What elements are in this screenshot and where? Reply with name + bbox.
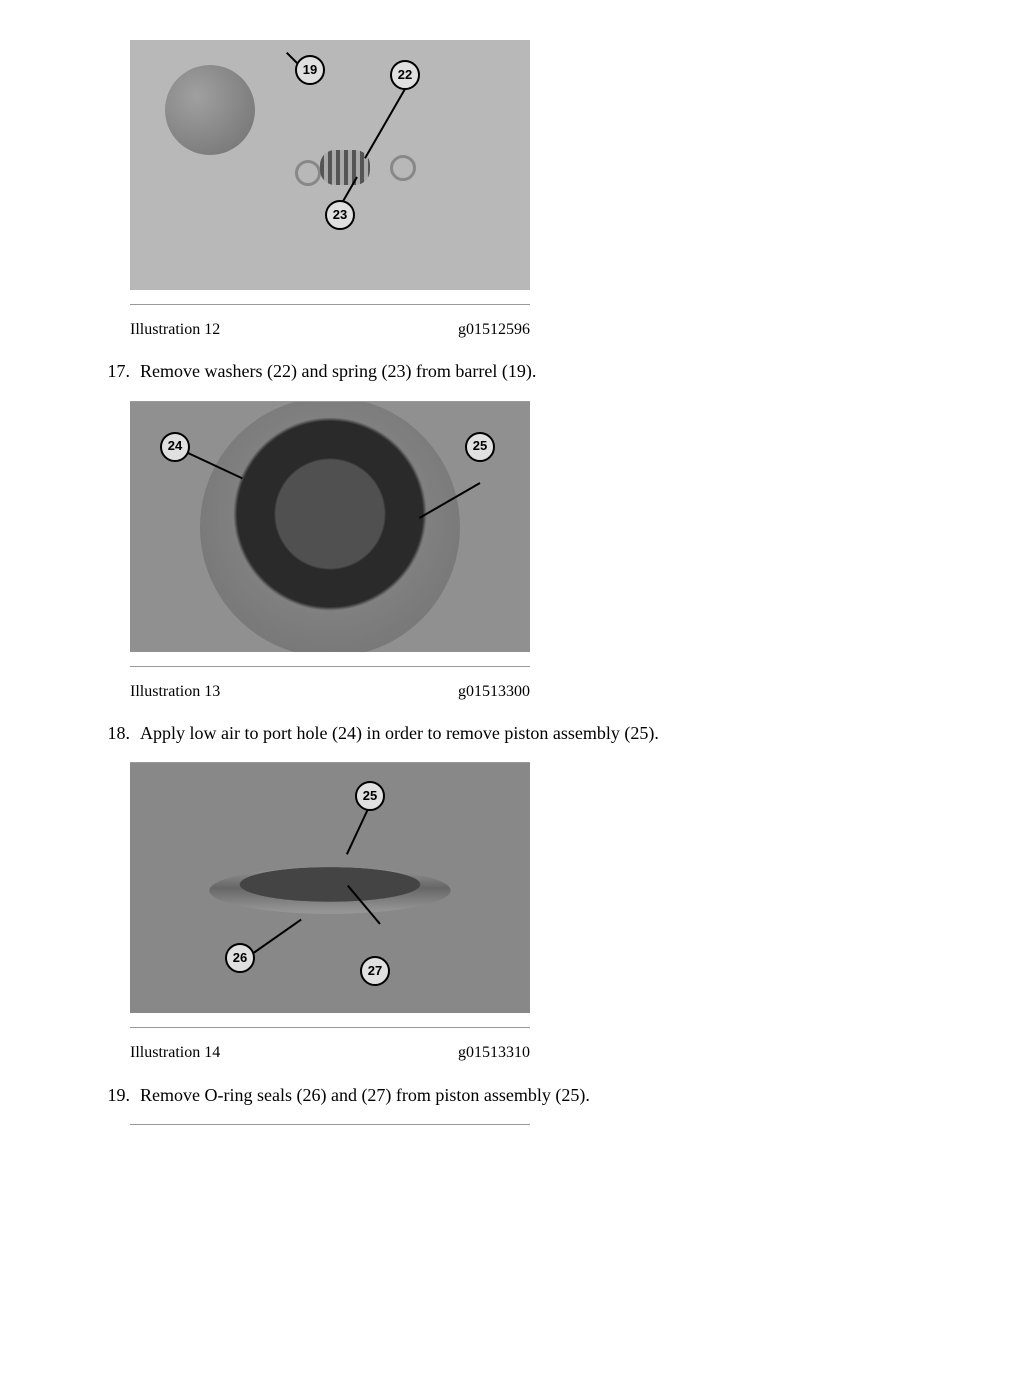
barrel-shape bbox=[165, 65, 255, 155]
callout-19: 19 bbox=[295, 55, 325, 85]
illustration-image-14: 25 26 27 bbox=[130, 763, 530, 1013]
caption-row: Illustration 12 g01512596 bbox=[130, 319, 530, 341]
callout-line bbox=[251, 919, 301, 955]
step-text: Remove O-ring seals (26) and (27) from p… bbox=[140, 1083, 944, 1108]
divider bbox=[130, 1027, 530, 1028]
illustration-id: g01513300 bbox=[458, 681, 530, 703]
caption-row: Illustration 13 g01513300 bbox=[130, 681, 530, 703]
figure-block-trailing bbox=[130, 1124, 944, 1125]
flange-shape bbox=[200, 402, 460, 652]
step-text: Remove washers (22) and spring (23) from… bbox=[140, 359, 944, 384]
washer-shape bbox=[390, 155, 416, 181]
callout-line bbox=[346, 809, 369, 855]
callout-24: 24 bbox=[160, 432, 190, 462]
step-17: 17. Remove washers (22) and spring (23) … bbox=[80, 359, 944, 384]
step-text: Apply low air to port hole (24) in order… bbox=[140, 721, 944, 746]
step-number: 19. bbox=[80, 1083, 140, 1108]
callout-25: 25 bbox=[355, 781, 385, 811]
callout-line bbox=[364, 89, 406, 159]
divider bbox=[130, 1124, 530, 1125]
callout-26: 26 bbox=[225, 943, 255, 973]
illustration-image-13: 24 25 bbox=[130, 402, 530, 652]
caption-row: Illustration 14 g01513310 bbox=[130, 1042, 530, 1064]
step-number: 18. bbox=[80, 721, 140, 746]
callout-22: 22 bbox=[390, 60, 420, 90]
spring-shape bbox=[320, 150, 370, 185]
step-number: 17. bbox=[80, 359, 140, 384]
illustration-image-12: 19 22 23 bbox=[130, 40, 530, 290]
callout-25: 25 bbox=[465, 432, 495, 462]
step-19: 19. Remove O-ring seals (26) and (27) fr… bbox=[80, 1083, 944, 1108]
callout-23: 23 bbox=[325, 200, 355, 230]
washer-shape bbox=[295, 160, 321, 186]
callout-27: 27 bbox=[360, 956, 390, 986]
illustration-label: Illustration 13 bbox=[130, 681, 220, 703]
illustration-label: Illustration 14 bbox=[130, 1042, 220, 1064]
divider bbox=[130, 666, 530, 667]
figure-block-14: 25 26 27 Illustration 14 g01513310 bbox=[130, 762, 944, 1064]
illustration-id: g01512596 bbox=[458, 319, 530, 341]
figure-block-13: 24 25 Illustration 13 g01513300 bbox=[130, 401, 944, 703]
step-18: 18. Apply low air to port hole (24) in o… bbox=[80, 721, 944, 746]
divider bbox=[130, 304, 530, 305]
illustration-label: Illustration 12 bbox=[130, 319, 220, 341]
illustration-id: g01513310 bbox=[458, 1042, 530, 1064]
figure-block-12: 19 22 23 Illustration 12 g01512596 bbox=[130, 40, 944, 341]
